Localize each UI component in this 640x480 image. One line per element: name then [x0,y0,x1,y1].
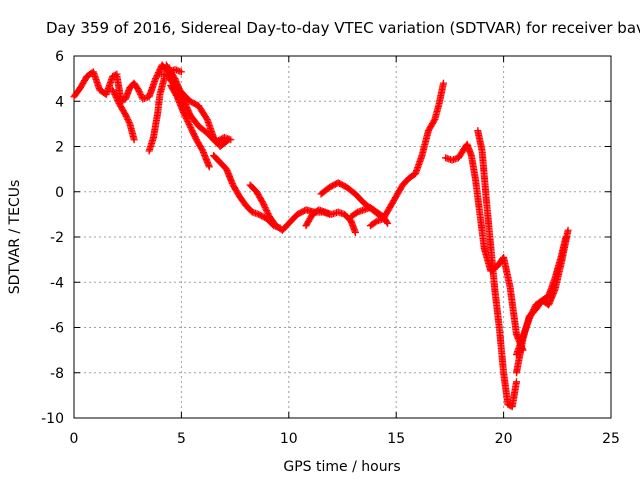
data-point [526,313,534,321]
data-point [124,115,132,123]
data-point [113,95,121,103]
data-point [564,226,572,234]
data-point [135,87,143,95]
y-tick-labels: 6 4 2 0 -2 -4 -6 -8 -10 [41,49,64,427]
data-point [122,112,130,120]
data-point [111,90,119,98]
data-point [185,119,193,127]
x-tick-label: 5 [177,431,186,447]
data-point [190,130,198,138]
data-point [183,116,191,124]
x-tick-labels: 0 5 10 15 20 25 [70,431,620,447]
y-tick-label: 2 [55,140,64,156]
data-point [186,122,194,130]
data-point [182,115,190,123]
y-tick-label: -10 [41,411,64,427]
data-point [562,233,570,241]
data-point [184,118,192,126]
data-point [110,89,118,97]
y-tick-label: 0 [55,185,64,201]
data-point [124,117,132,125]
data-point [261,204,269,212]
data-point [187,124,195,132]
data-points [70,61,572,411]
data-point [205,163,213,171]
data-point [529,307,537,315]
data-point [190,131,198,139]
data-point [530,304,538,312]
data-point [154,69,162,77]
data-point [189,128,197,136]
data-point [351,228,359,236]
data-point [528,308,536,316]
data-point [109,86,117,94]
data-point [528,310,536,318]
data-point [181,112,189,120]
data-point [136,89,144,97]
data-point [430,117,438,125]
y-tick-label: -4 [50,275,64,291]
data-point [182,113,190,121]
data-point [188,127,196,135]
data-point [227,136,235,144]
data-point [177,68,185,76]
x-tick-label: 25 [602,431,620,447]
data-point [114,96,122,104]
data-point [112,93,120,101]
data-point [191,133,199,141]
chart-title: Day 359 of 2016, Sidereal Day-to-day VTE… [46,19,640,37]
data-point [263,207,271,215]
data-point [262,205,270,213]
data-point [439,79,447,87]
data-point [384,219,392,227]
data-point [527,311,535,319]
data-point [137,90,145,98]
y-tick-label: 4 [55,94,64,110]
data-point [525,314,533,322]
data-point [259,199,267,207]
data-point [263,208,271,216]
data-point [122,111,130,119]
data-point [152,75,160,83]
data-point [185,121,193,129]
data-point [530,305,538,313]
x-tick-label: 0 [70,431,79,447]
y-tick-label: -6 [50,321,64,337]
y-tick-label: 6 [55,49,64,65]
axis-ticks [73,55,612,419]
data-point [109,87,117,95]
data-point [180,110,188,118]
data-point [123,114,131,122]
y-tick-label: -8 [50,366,64,382]
data-point [383,218,391,226]
data-point [187,125,195,133]
x-tick-label: 10 [280,431,298,447]
y-axis-label: SDTVAR / TECUs [7,180,23,295]
x-tick-label: 20 [495,431,513,447]
y-tick-label: -2 [50,230,64,246]
data-point [130,136,138,144]
data-point [134,86,142,94]
x-axis-label: GPS time / hours [283,459,400,475]
data-point [112,92,120,100]
data-point [152,73,160,81]
data-point [260,202,268,210]
data-point [125,118,133,126]
data-point [264,210,272,218]
data-point [512,378,520,386]
data-point [260,201,268,209]
x-tick-label: 15 [387,431,405,447]
